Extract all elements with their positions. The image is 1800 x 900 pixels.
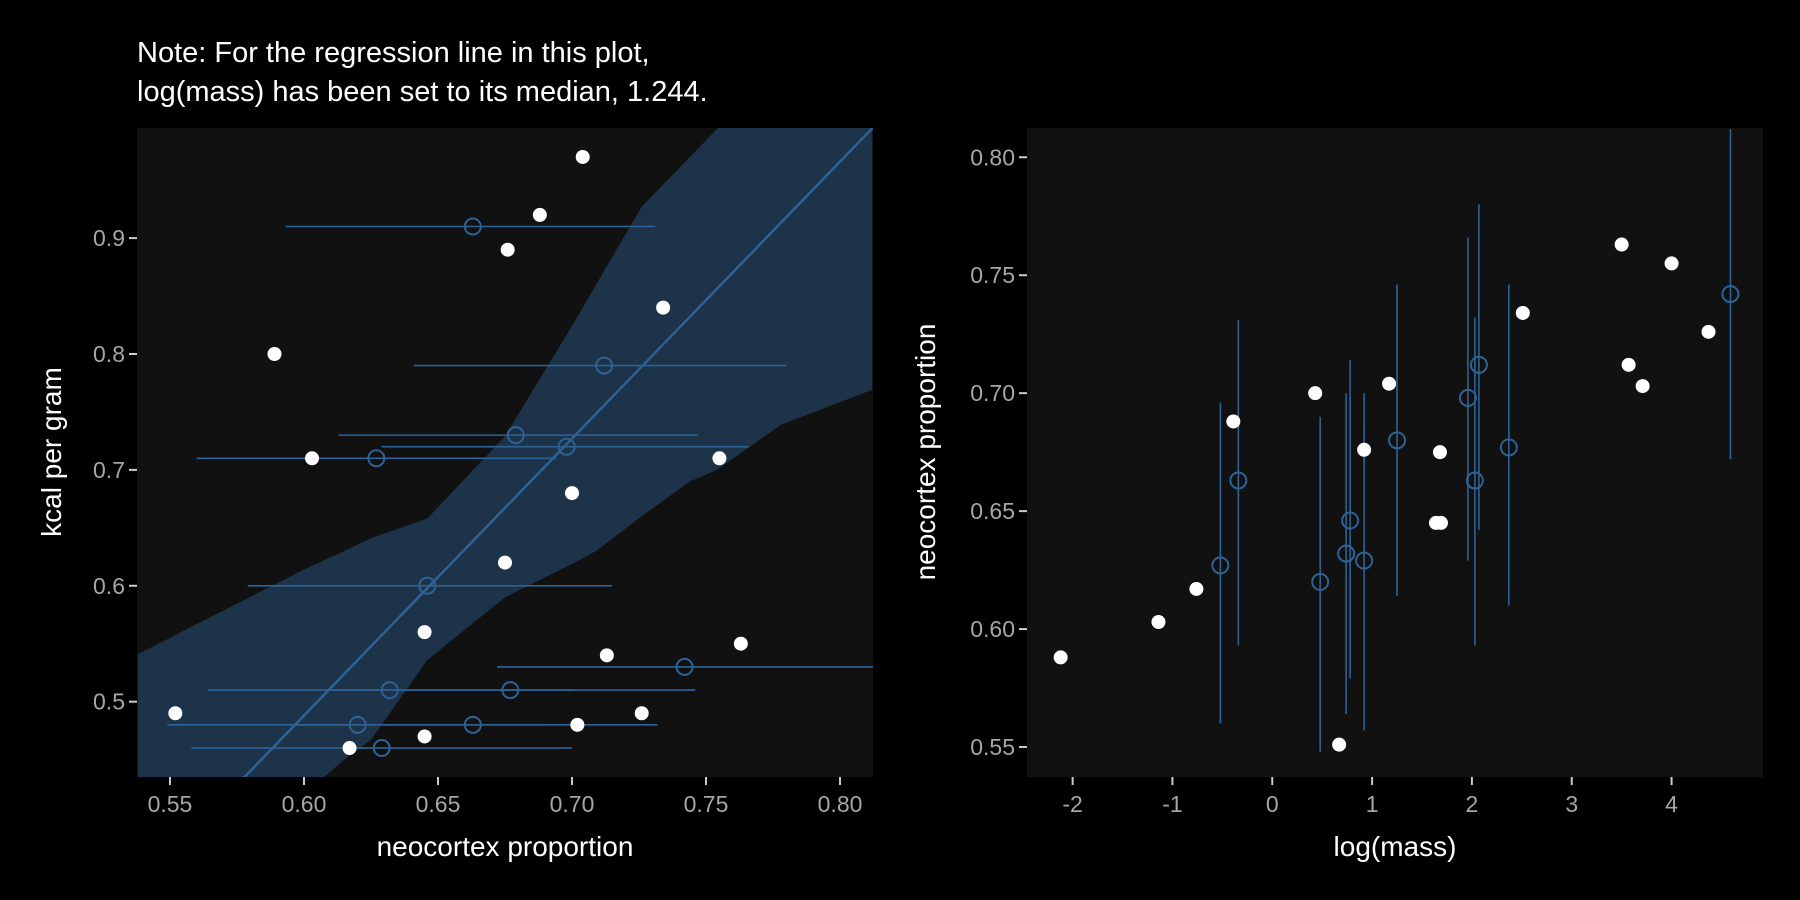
observed-point [1308,386,1323,401]
imputed-point [372,739,391,758]
observed-point [565,486,580,501]
x-tick-label: 0.55 [148,791,193,817]
observed-point [1151,615,1166,630]
imputed-point [1211,556,1230,575]
imputed-point [1311,572,1330,591]
observed-point [1332,737,1347,752]
observed-point [1433,515,1448,530]
observed-point [634,706,649,721]
observed-point [417,729,432,744]
y-tick-label: 0.70 [970,380,1015,406]
imputed-point [1388,431,1407,450]
observed-point [1515,305,1530,320]
observed-point [1621,357,1636,372]
plot-note-line-1: Note: For the regression line in this pl… [137,37,650,69]
x-tick-label: -2 [1062,791,1082,817]
observed-point [1432,445,1447,460]
x-tick-label: 0.65 [416,791,461,817]
observed-point [1226,414,1241,429]
x-tick-label: 0.75 [684,791,729,817]
right-panel-background [1027,128,1763,777]
x-tick-label: 2 [1466,791,1479,817]
x-tick-label: 0 [1266,791,1279,817]
imputed-point [1721,285,1740,304]
regression-line [242,128,873,777]
imputed-point [463,217,482,236]
observed-point [1053,650,1068,665]
right-y-axis-title: neocortex proportion [910,324,941,581]
observed-point [305,451,320,466]
x-tick-label: 0.70 [550,791,595,817]
imputed-point [1229,471,1248,490]
observed-point [1382,376,1397,391]
y-tick-label: 0.9 [93,225,125,251]
imputed-point [463,715,482,734]
right-x-axis-title: log(mass) [1334,831,1457,862]
observed-point [656,300,671,315]
imputed-point [506,426,525,445]
x-tick-label: -1 [1162,791,1182,817]
imputed-point [501,681,520,700]
left-x-axis-title: neocortex proportion [377,831,634,862]
imputed-point [1499,438,1518,457]
x-tick-label: 0.60 [282,791,327,817]
observed-point [267,346,282,361]
left-plot-marks [137,128,873,777]
observed-point [1614,237,1629,252]
y-tick-label: 0.5 [93,689,125,715]
observed-point [733,636,748,651]
imputed-point [675,657,694,676]
imputed-point [1458,388,1477,407]
imputed-point [1337,544,1356,563]
observed-point [599,648,614,663]
imputed-point [595,356,614,375]
y-tick-label: 0.7 [93,457,125,483]
x-tick-label: 0.80 [818,791,863,817]
y-tick-label: 0.8 [93,341,125,367]
confidence-band [137,128,873,777]
observed-point [168,706,183,721]
y-tick-label: 0.55 [970,734,1015,760]
x-tick-label: 1 [1366,791,1379,817]
observed-point [498,555,512,570]
y-tick-label: 0.80 [970,144,1015,170]
observed-point [1701,324,1716,339]
right-plot-marks [1053,128,1740,752]
right-axes: -2 -1 0 1 2 3 4 0.55 0.60 0.65 0.70 0.75 0.80 [970,144,1678,817]
y-tick-label: 0.75 [970,262,1015,288]
observed-point [500,242,515,257]
left-y-axis-title: kcal per gram [36,367,67,537]
observed-point [575,149,590,164]
x-tick-label: 3 [1565,791,1578,817]
imputed-point [418,576,437,595]
y-tick-label: 0.65 [970,498,1015,524]
imputed-point [367,449,386,468]
observed-point [1664,256,1679,271]
imputed-point [1341,511,1360,530]
plot-note-line-2: log(mass) has been set to its median, 1.… [137,76,708,108]
observed-point [417,625,432,640]
observed-point [570,717,585,732]
observed-point [342,741,357,756]
observed-point [1635,379,1650,394]
observed-point [712,451,727,466]
x-tick-label: 4 [1665,791,1678,817]
observed-point [532,207,547,222]
imputed-point [1469,355,1488,374]
observed-point [1189,581,1204,596]
left-axes: 0.55 0.60 0.65 0.70 0.75 0.80 0.5 0.6 0.7 0.8 0.9 [93,225,862,817]
imputed-point [557,437,576,456]
observed-point [1357,442,1372,457]
imputed-point [1465,471,1484,490]
y-tick-label: 0.6 [93,573,125,599]
imputed-point [1355,551,1374,570]
y-tick-label: 0.60 [970,616,1015,642]
